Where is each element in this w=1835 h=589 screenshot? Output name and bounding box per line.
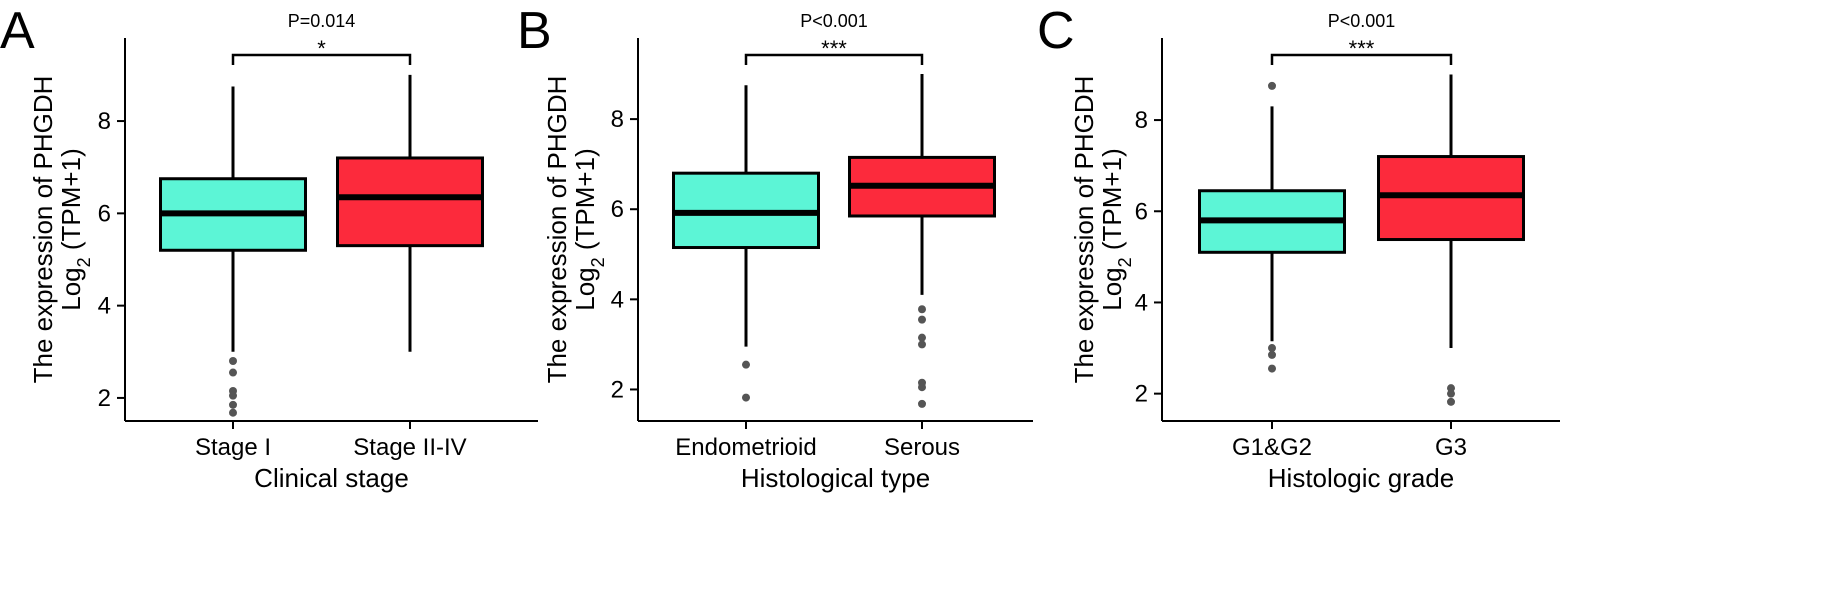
outlier-point xyxy=(918,383,926,392)
y-axis-title-subscript: 2 xyxy=(74,257,94,267)
box-iqr xyxy=(336,156,484,248)
y-tick-label: 2 xyxy=(611,376,624,403)
x-tick-label: Stage II-IV xyxy=(353,434,466,461)
y-tick-label: 4 xyxy=(98,293,111,320)
x-axis-title: Histologic grade xyxy=(1268,463,1454,493)
box-2 xyxy=(848,74,996,408)
significance-bracket xyxy=(744,53,924,65)
y-tick-label: 8 xyxy=(98,108,111,135)
panel-letter: C xyxy=(1037,2,1075,60)
outlier-point xyxy=(1447,384,1455,393)
outlier-point xyxy=(229,357,237,366)
x-tick-label: G3 xyxy=(1435,434,1467,461)
outlier-point xyxy=(1447,389,1455,398)
y-tick-label: 6 xyxy=(611,196,624,223)
y-tick-label: 6 xyxy=(1135,198,1148,225)
y-axis-title-line2: Log2 (TPM+1) xyxy=(56,148,94,310)
outlier-point xyxy=(229,368,237,377)
y-axis-title-subscript: 2 xyxy=(1115,257,1135,267)
outlier-point xyxy=(229,400,237,409)
outlier-point xyxy=(229,391,237,400)
significance-stars: *** xyxy=(1349,36,1375,61)
x-axis-title: Histological type xyxy=(741,463,930,493)
box-1 xyxy=(159,86,307,417)
y-axis-title-unit: (TPM+1) xyxy=(56,148,86,257)
outlier-point xyxy=(1447,397,1455,406)
y-tick-label: 4 xyxy=(611,286,624,313)
x-tick-label: Stage I xyxy=(195,434,271,461)
outlier-point xyxy=(918,305,926,314)
y-tick-label: 8 xyxy=(611,106,624,133)
y-axis-title-line2: Log2 (TPM+1) xyxy=(570,148,608,310)
outlier-point xyxy=(229,408,237,417)
y-axis-title-line1: The expression of PHGDH xyxy=(1069,76,1099,384)
significance-stars: * xyxy=(317,36,326,61)
outlier-point xyxy=(1268,364,1276,373)
outlier-point xyxy=(1268,344,1276,353)
outlier-point xyxy=(742,360,750,369)
y-axis-title-subscript: 2 xyxy=(588,257,608,267)
outlier-point xyxy=(742,393,750,402)
p-value-label: P=0.014 xyxy=(288,11,356,31)
x-axis-title: Clinical stage xyxy=(254,463,409,493)
outlier-point xyxy=(918,333,926,342)
y-tick-label: 6 xyxy=(98,200,111,227)
y-tick-label: 2 xyxy=(1135,381,1148,408)
y-axis-title-line2: Log2 (TPM+1) xyxy=(1097,148,1135,310)
y-axis-title-unit: (TPM+1) xyxy=(570,148,600,257)
p-value-label: P<0.001 xyxy=(1328,11,1396,31)
y-axis-title-log: Log xyxy=(1097,267,1127,310)
x-tick-label: Serous xyxy=(884,434,960,461)
y-axis-title-log: Log xyxy=(56,267,86,310)
outlier-point xyxy=(1268,81,1276,90)
y-axis-title-unit: (TPM+1) xyxy=(1097,148,1127,257)
significance-bracket xyxy=(231,53,412,65)
significance-stars: *** xyxy=(821,36,847,61)
y-axis-title-log: Log xyxy=(570,267,600,310)
x-tick-label: Endometrioid xyxy=(675,434,816,461)
outlier-point xyxy=(918,340,926,349)
panel-letter: A xyxy=(0,2,35,60)
y-tick-label: 4 xyxy=(1135,289,1148,316)
outlier-point xyxy=(918,399,926,408)
box-2 xyxy=(336,74,484,352)
box-1 xyxy=(672,85,820,402)
y-tick-label: 2 xyxy=(98,385,111,412)
y-axis-title-line1: The expression of PHGDH xyxy=(28,76,58,384)
x-tick-label: G1&G2 xyxy=(1232,434,1312,461)
y-axis-title-line1: The expression of PHGDH xyxy=(542,76,572,384)
outlier-point xyxy=(918,315,926,324)
box-1 xyxy=(1198,81,1346,373)
outlier-point xyxy=(1268,350,1276,359)
p-value-label: P<0.001 xyxy=(800,11,868,31)
panel-letter: B xyxy=(517,2,552,60)
significance-bracket xyxy=(1270,53,1453,65)
y-tick-label: 8 xyxy=(1135,107,1148,134)
box-2 xyxy=(1377,74,1525,406)
